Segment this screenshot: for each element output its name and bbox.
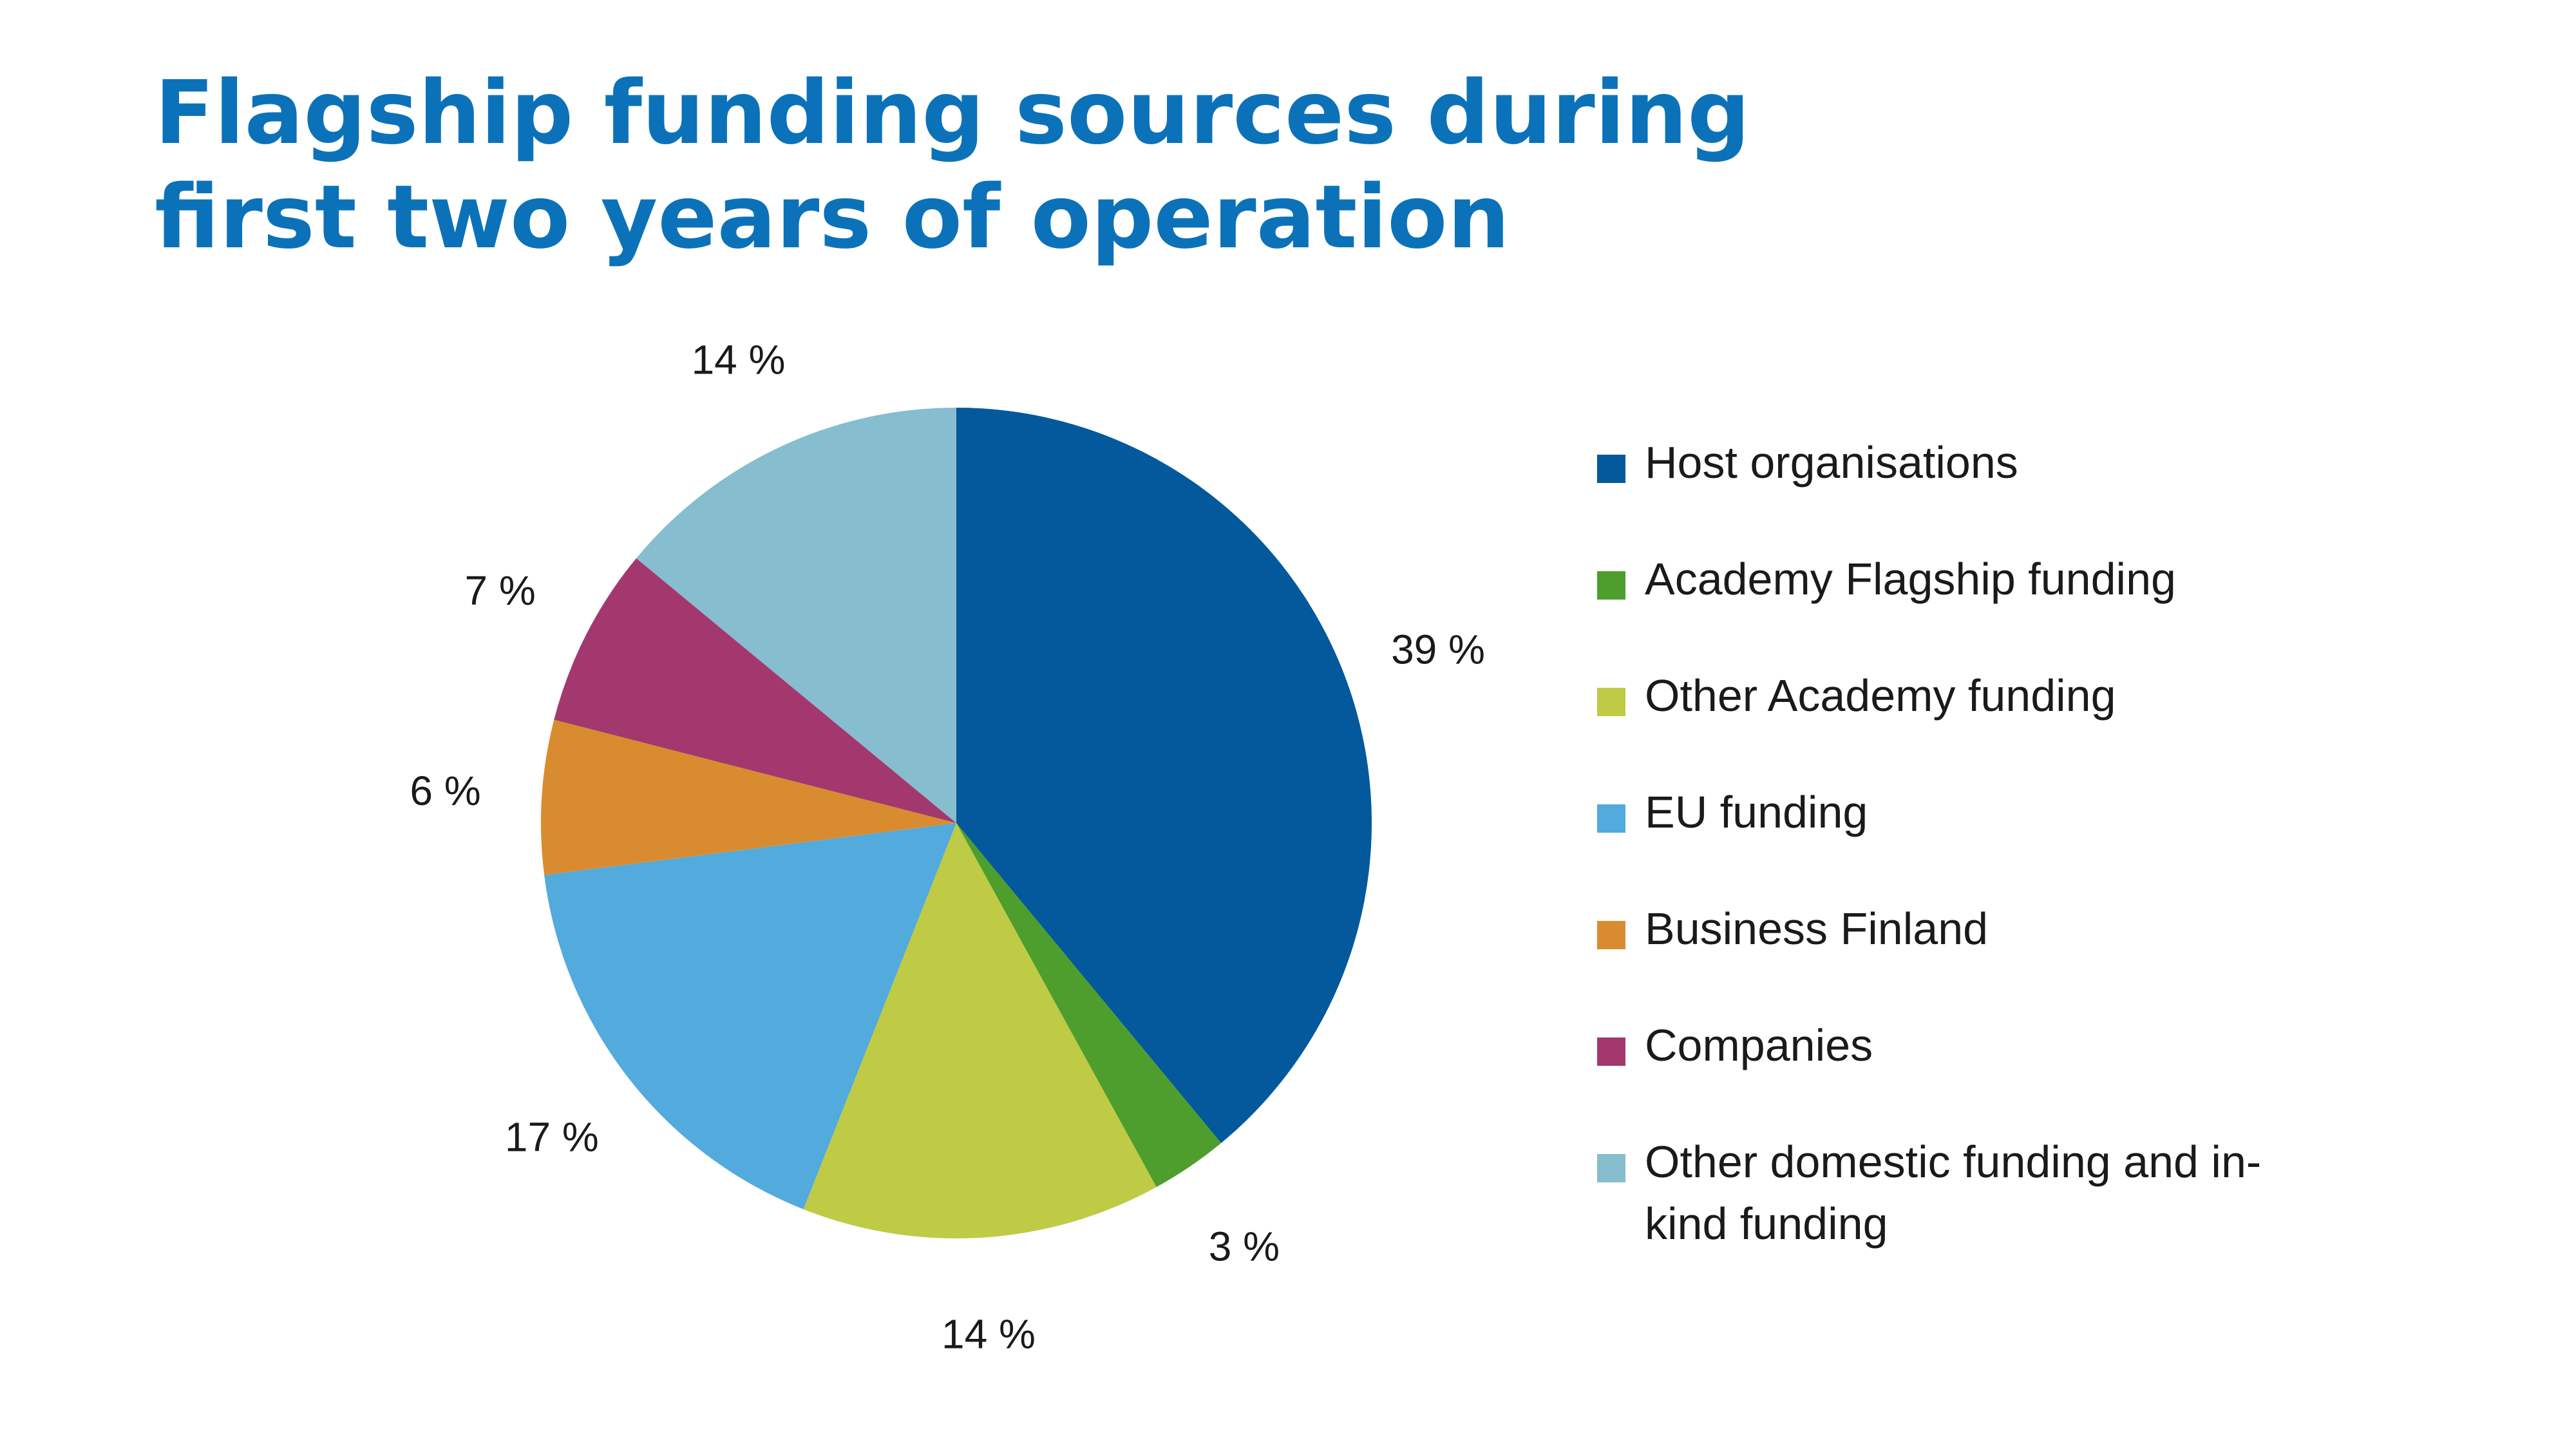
data-label-eu-funding: 17 %: [505, 1113, 599, 1160]
legend-item-companies: Companies: [1597, 1014, 2370, 1131]
legend-label: EU funding: [1645, 787, 1868, 837]
legend-item-eu-funding: EU funding: [1597, 781, 2370, 898]
legend-swatch: [1597, 455, 1625, 483]
legend-item-business-finland: Business Finland: [1597, 898, 2370, 1014]
chart-title-line-1: Flagship funding sources during: [155, 62, 1750, 164]
legend-item-other-academy-funding: Other Academy funding: [1597, 665, 2370, 781]
pie-slice-companies: [554, 558, 956, 823]
data-label-academy-flagship-funding: 3 %: [1209, 1224, 1280, 1270]
pie-slice-academy-flagship-funding: [956, 823, 1222, 1188]
data-label-host-organisations: 39 %: [1391, 627, 1485, 673]
legend-label: Other domestic funding and in-kind fundi…: [1645, 1137, 2262, 1249]
data-label-other-domestic-funding-and-in-kind-funding: 14 %: [692, 337, 786, 383]
legend-item-other-domestic-funding-and-in-kind-funding: Other domestic funding and in-kind fundi…: [1597, 1131, 2370, 1249]
legend-label: Host organisations: [1645, 437, 2018, 488]
legend-label: Other Academy funding: [1645, 670, 2116, 721]
legend-label: Companies: [1645, 1020, 1873, 1070]
data-label-other-academy-funding: 14 %: [942, 1311, 1036, 1357]
data-label-companies: 7 %: [465, 567, 536, 614]
chart-title: Flagship funding sources during first tw…: [155, 61, 1829, 270]
pie-slice-other-domestic-funding-and-in-kind-funding: [636, 408, 956, 823]
legend-item-host-organisations: Host organisations: [1597, 431, 2370, 548]
legend-label: Academy Flagship funding: [1645, 554, 2176, 604]
legend-swatch: [1597, 688, 1625, 716]
legend: Host organisations Academy Flagship fundi…: [1597, 431, 2370, 1249]
chart-title-line-2: first two years of operation: [155, 167, 1510, 269]
legend-swatch: [1597, 1154, 1625, 1182]
pie-slice-host-organisations: [956, 408, 1372, 1143]
legend-swatch: [1597, 804, 1625, 833]
legend-swatch: [1597, 571, 1625, 600]
pie-slice-eu-funding: [544, 823, 956, 1209]
legend-swatch: [1597, 1037, 1625, 1066]
legend-swatch: [1597, 921, 1625, 949]
legend-label: Business Finland: [1645, 904, 1989, 954]
pie-slice-business-finland: [541, 719, 956, 875]
legend-item-academy-flagship-funding: Academy Flagship funding: [1597, 548, 2370, 665]
data-label-business-finland: 6 %: [410, 768, 480, 814]
pie-slice-other-academy-funding: [803, 823, 1157, 1238]
